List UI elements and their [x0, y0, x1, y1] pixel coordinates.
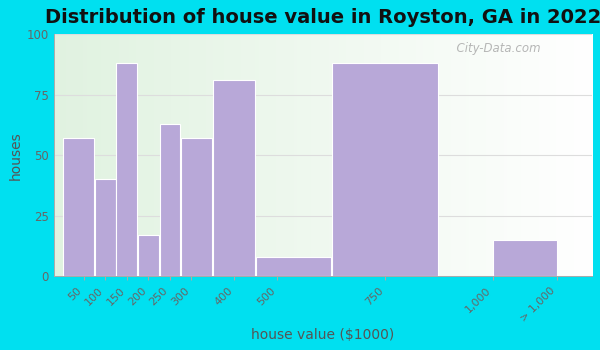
Bar: [116, 63, 137, 276]
Bar: [95, 180, 116, 276]
Bar: [332, 63, 439, 276]
Bar: [160, 124, 180, 276]
Bar: [214, 80, 256, 276]
Text: City-Data.com: City-Data.com: [449, 42, 541, 55]
X-axis label: house value ($1000): house value ($1000): [251, 328, 394, 342]
Title: Distribution of house value in Royston, GA in 2022: Distribution of house value in Royston, …: [44, 8, 600, 27]
Y-axis label: houses: houses: [8, 131, 22, 180]
Bar: [181, 138, 212, 276]
Bar: [138, 235, 158, 276]
Bar: [493, 240, 557, 276]
Bar: [62, 138, 94, 276]
Bar: [256, 257, 331, 276]
